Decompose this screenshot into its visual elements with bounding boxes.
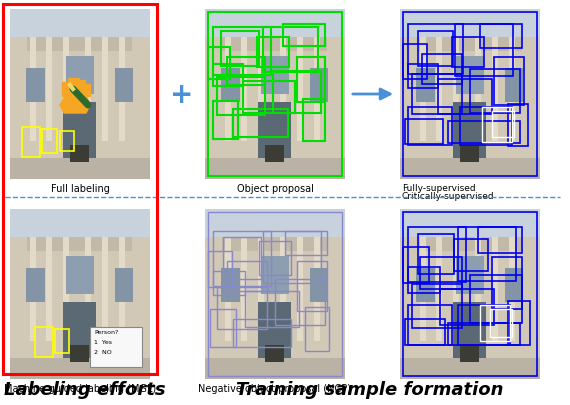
Bar <box>403 213 537 376</box>
Bar <box>257 38 289 68</box>
Bar <box>227 58 265 86</box>
Bar <box>408 228 466 282</box>
Text: Full labeling: Full labeling <box>51 183 109 194</box>
Bar <box>74 79 79 97</box>
Bar <box>297 58 325 103</box>
Text: Labeling efforts: Labeling efforts <box>4 380 166 398</box>
Bar <box>408 108 452 146</box>
Bar <box>208 252 232 287</box>
Bar <box>408 65 438 89</box>
Bar <box>418 32 453 67</box>
Bar <box>305 307 329 351</box>
Bar <box>273 72 321 114</box>
Bar <box>213 231 271 286</box>
Bar <box>458 305 510 345</box>
Bar <box>448 122 520 144</box>
Text: +: + <box>170 81 194 109</box>
Bar <box>508 105 528 147</box>
Bar <box>412 284 462 328</box>
Bar <box>508 301 530 345</box>
Text: 1  Yes: 1 Yes <box>94 339 112 344</box>
Bar <box>245 291 299 327</box>
Bar <box>3 5 157 374</box>
Text: Critically-supervised: Critically-supervised <box>402 192 495 200</box>
Bar <box>210 309 236 347</box>
Bar <box>303 100 325 142</box>
Bar <box>259 241 291 275</box>
Bar <box>233 319 291 347</box>
Bar <box>85 85 90 97</box>
Bar <box>408 305 452 345</box>
Bar <box>213 28 271 76</box>
Text: Training sample formation: Training sample formation <box>236 380 504 398</box>
Bar <box>490 309 512 337</box>
Bar <box>213 271 245 295</box>
Bar <box>438 80 492 115</box>
Bar <box>35 327 53 357</box>
Bar <box>68 79 73 97</box>
Bar <box>454 239 488 271</box>
Bar <box>233 110 288 138</box>
Bar <box>492 112 514 138</box>
Bar <box>460 108 512 146</box>
Bar <box>420 257 462 289</box>
Bar <box>60 132 74 151</box>
Bar <box>297 261 327 311</box>
Bar <box>482 108 512 143</box>
Bar <box>227 261 267 291</box>
Bar <box>418 234 454 274</box>
Bar <box>403 13 537 177</box>
Bar <box>208 13 342 177</box>
Bar <box>90 327 142 367</box>
Bar <box>412 75 462 115</box>
Bar <box>478 228 522 254</box>
Bar <box>285 231 327 256</box>
Bar <box>480 25 522 49</box>
Polygon shape <box>60 96 90 114</box>
Text: Person?: Person? <box>94 329 119 334</box>
Bar <box>492 257 522 309</box>
Bar <box>263 28 318 73</box>
Bar <box>403 45 427 80</box>
Bar <box>221 32 259 67</box>
Bar <box>217 287 267 329</box>
Bar <box>208 213 342 376</box>
Text: Machine-guided labeling (MGL): Machine-guided labeling (MGL) <box>4 383 156 393</box>
Text: Negative object proposal (NCP): Negative object proposal (NCP) <box>198 383 352 393</box>
Bar <box>80 81 85 97</box>
Bar <box>243 82 295 114</box>
Text: Object proposal: Object proposal <box>237 183 314 194</box>
Bar <box>408 25 463 75</box>
Bar <box>448 323 520 345</box>
Bar <box>458 228 516 281</box>
Bar <box>213 65 243 87</box>
Bar <box>422 55 462 85</box>
Bar <box>440 289 494 325</box>
Bar <box>405 120 443 145</box>
Bar <box>223 237 261 279</box>
Bar <box>408 267 440 293</box>
Bar <box>217 78 265 116</box>
Bar <box>55 329 69 353</box>
Bar <box>42 130 57 153</box>
Bar <box>403 247 429 284</box>
Bar <box>452 38 484 68</box>
Text: Fully-supervised: Fully-supervised <box>402 183 475 192</box>
Bar <box>22 128 40 158</box>
Bar <box>405 319 445 345</box>
Text: 2  NO: 2 NO <box>94 349 112 354</box>
Bar <box>213 102 238 140</box>
Bar <box>470 275 522 323</box>
Bar <box>470 70 520 114</box>
Bar <box>494 58 524 106</box>
Bar <box>480 305 510 341</box>
Bar <box>455 25 513 77</box>
Bar <box>275 279 325 325</box>
Bar <box>263 231 321 284</box>
Bar <box>283 25 325 47</box>
Bar <box>208 48 230 80</box>
Bar <box>62 83 67 97</box>
